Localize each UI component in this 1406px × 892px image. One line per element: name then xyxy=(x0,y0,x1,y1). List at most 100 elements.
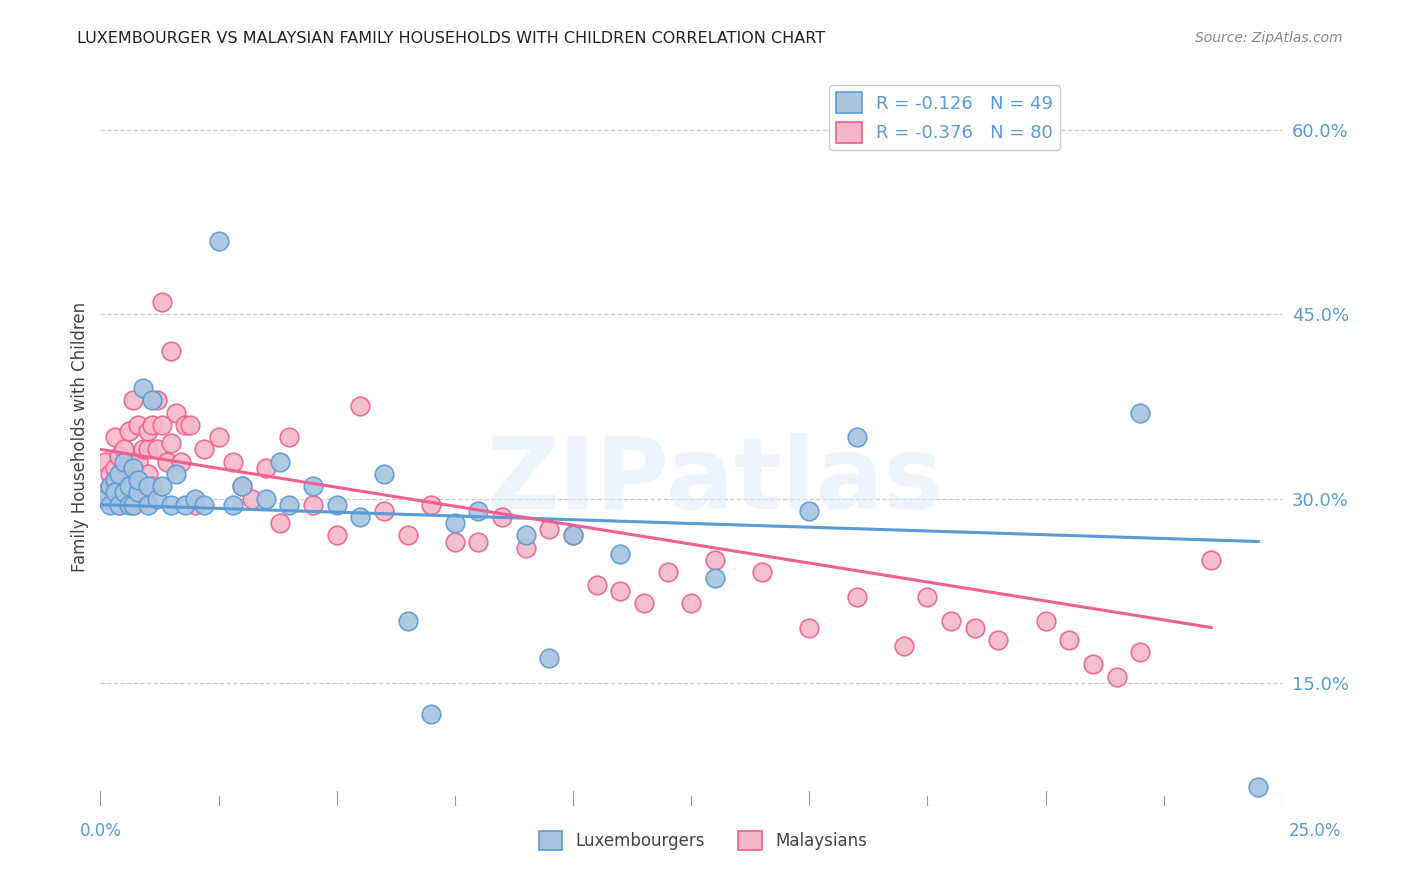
Text: ZIPatlas: ZIPatlas xyxy=(486,433,943,530)
Text: LUXEMBOURGER VS MALAYSIAN FAMILY HOUSEHOLDS WITH CHILDREN CORRELATION CHART: LUXEMBOURGER VS MALAYSIAN FAMILY HOUSEHO… xyxy=(77,31,825,46)
Point xyxy=(939,615,962,629)
Point xyxy=(585,577,607,591)
Point xyxy=(165,467,187,481)
Point xyxy=(917,590,939,604)
Point xyxy=(146,442,169,457)
Point xyxy=(103,485,125,500)
Point xyxy=(562,528,585,542)
Point xyxy=(127,455,149,469)
Point xyxy=(127,479,149,493)
Point xyxy=(108,449,131,463)
Point xyxy=(118,467,141,481)
Point xyxy=(207,430,229,444)
Point xyxy=(146,491,169,506)
Point xyxy=(325,528,347,542)
Point xyxy=(150,479,173,493)
Point xyxy=(112,479,135,493)
Point xyxy=(467,504,489,518)
Point xyxy=(1105,670,1128,684)
Point xyxy=(165,405,187,419)
Point xyxy=(98,479,121,493)
Point xyxy=(349,400,371,414)
Point xyxy=(184,491,207,506)
Point xyxy=(193,498,215,512)
Point xyxy=(118,498,141,512)
Point xyxy=(515,541,537,555)
Point xyxy=(349,510,371,524)
Point xyxy=(103,430,125,444)
Point xyxy=(150,294,173,309)
Point xyxy=(609,547,631,561)
Point xyxy=(112,442,135,457)
Point xyxy=(302,498,325,512)
Point xyxy=(112,485,135,500)
Point xyxy=(467,534,489,549)
Point xyxy=(254,460,277,475)
Point xyxy=(174,498,197,512)
Point xyxy=(136,424,159,438)
Point xyxy=(150,417,173,432)
Point xyxy=(845,430,868,444)
Point xyxy=(136,498,159,512)
Point xyxy=(1129,405,1152,419)
Point xyxy=(396,528,419,542)
Point xyxy=(845,590,868,604)
Point xyxy=(751,566,773,580)
Point xyxy=(963,620,986,634)
Point xyxy=(893,639,915,653)
Point xyxy=(98,498,121,512)
Point xyxy=(373,467,395,481)
Point xyxy=(1247,780,1270,795)
Point xyxy=(562,528,585,542)
Point xyxy=(112,467,135,481)
Point xyxy=(269,516,291,530)
Point xyxy=(609,583,631,598)
Point xyxy=(221,498,243,512)
Point xyxy=(136,467,159,481)
Point xyxy=(122,498,145,512)
Point xyxy=(184,498,207,512)
Point xyxy=(1129,645,1152,659)
Point xyxy=(94,455,117,469)
Point xyxy=(118,479,141,493)
Point xyxy=(132,381,155,395)
Point xyxy=(240,491,263,506)
Point xyxy=(799,620,821,634)
Point xyxy=(799,504,821,518)
Legend: Luxembourgers, Malaysians: Luxembourgers, Malaysians xyxy=(533,824,873,857)
Point xyxy=(231,479,253,493)
Point xyxy=(118,424,141,438)
Point xyxy=(373,504,395,518)
Point xyxy=(122,473,145,487)
Point xyxy=(681,596,703,610)
Point xyxy=(94,491,117,506)
Point xyxy=(136,442,159,457)
Point xyxy=(703,553,725,567)
Y-axis label: Family Households with Children: Family Households with Children xyxy=(72,302,89,572)
Point xyxy=(538,651,561,665)
Point xyxy=(193,442,215,457)
Point xyxy=(160,436,183,450)
Point xyxy=(170,455,193,469)
Point xyxy=(122,460,145,475)
Point xyxy=(174,417,197,432)
Point xyxy=(1199,553,1222,567)
Point xyxy=(396,615,419,629)
Point xyxy=(987,632,1010,647)
Point xyxy=(420,706,443,721)
Point xyxy=(98,491,121,506)
Point xyxy=(160,498,183,512)
Point xyxy=(1059,632,1081,647)
Point xyxy=(254,491,277,506)
Point xyxy=(132,442,155,457)
Point xyxy=(325,498,347,512)
Point xyxy=(207,234,229,248)
Point xyxy=(122,498,145,512)
Point xyxy=(1035,615,1057,629)
Text: 25.0%: 25.0% xyxy=(1288,822,1341,840)
Point xyxy=(94,485,117,500)
Point xyxy=(538,522,561,536)
Point xyxy=(155,455,177,469)
Point xyxy=(127,473,149,487)
Point xyxy=(127,485,149,500)
